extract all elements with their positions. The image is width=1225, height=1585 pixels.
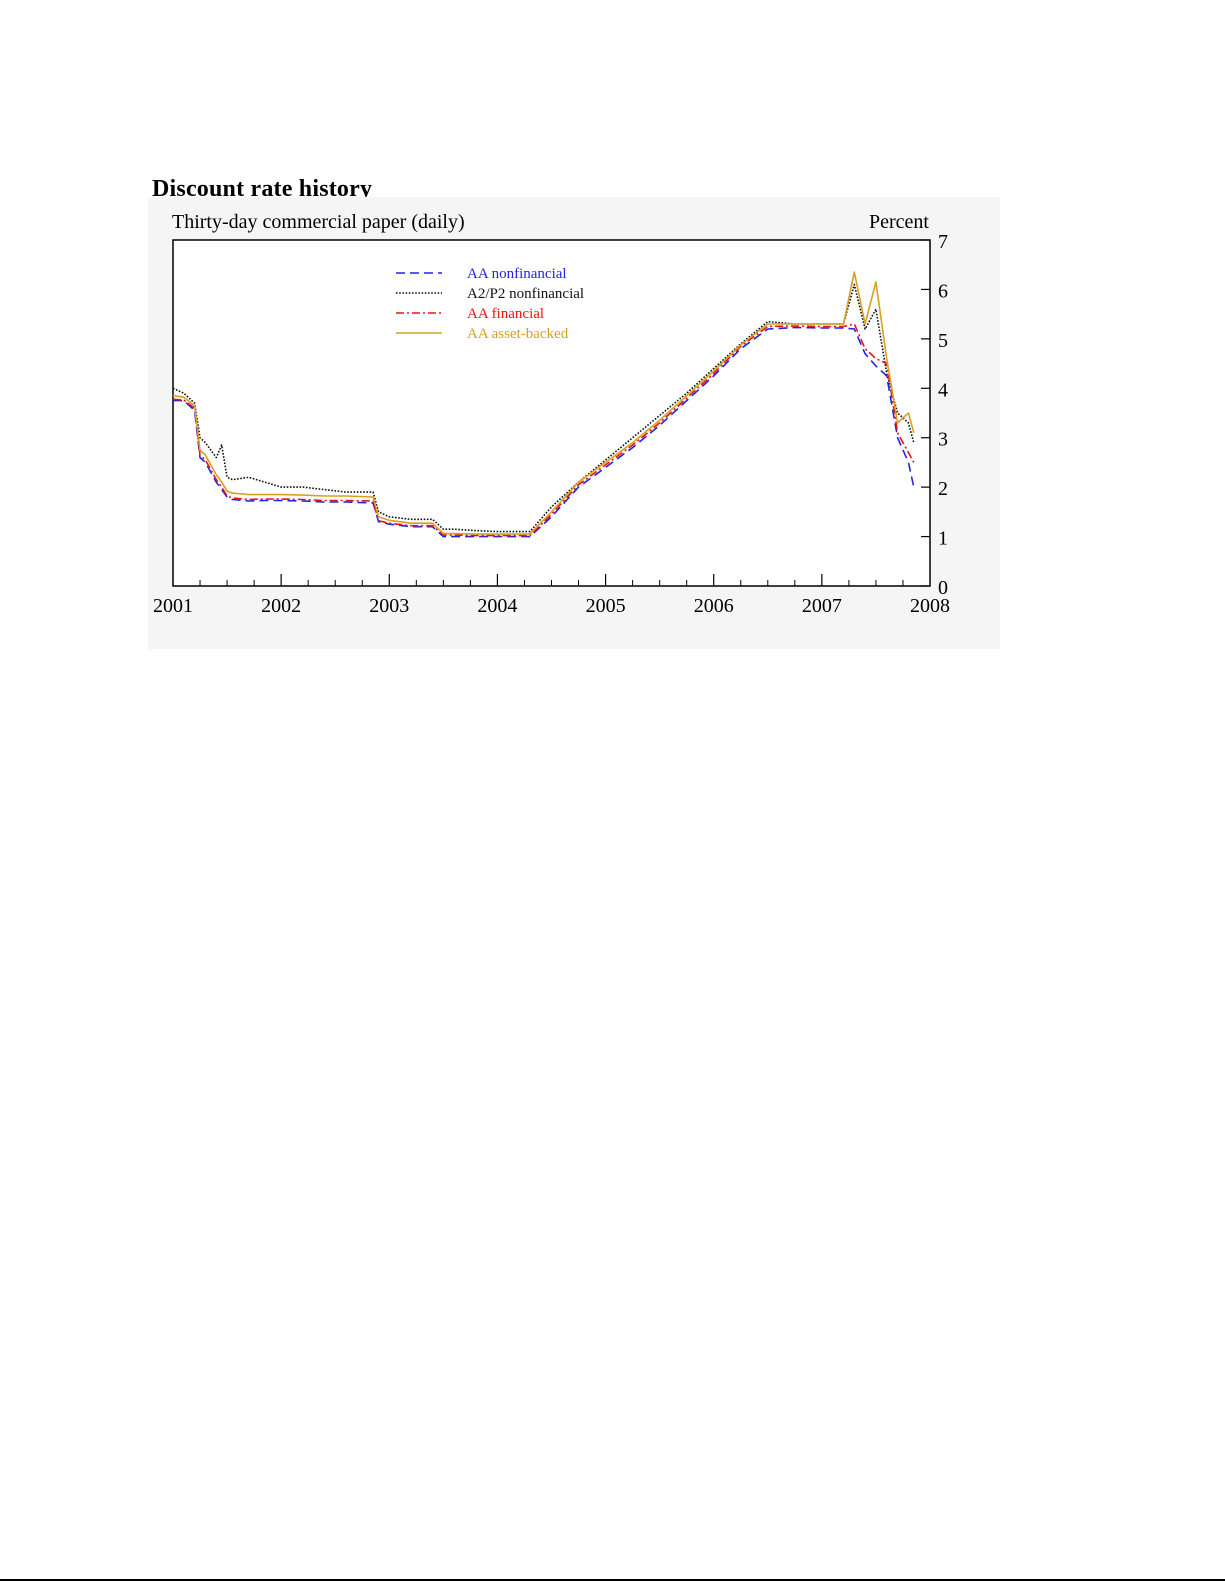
legend-label: AA asset-backed: [467, 326, 569, 342]
axis-ticks: 0 1 2 3 4 5 6 7 2001 2002 2003 2004 2005 2006 2007 2008: [153, 231, 950, 617]
x-tick-label: 2004: [477, 595, 517, 617]
x-tick-label: 2001: [153, 595, 193, 617]
chart-subtitle: Thirty-day commercial paper (daily): [172, 211, 465, 233]
series-line-2: [172, 323, 915, 537]
x-tick-label: 2003: [369, 595, 409, 617]
series-lines: [172, 271, 915, 538]
y-tick-label: 3: [938, 429, 948, 451]
legend: AA nonfinancial A2/P2 nonfinancial AA fina…: [396, 266, 584, 342]
x-tick-label: 2005: [586, 595, 626, 617]
y-tick-label: 6: [938, 280, 948, 302]
series-line-3: [172, 271, 915, 535]
series-line-0: [173, 326, 915, 538]
y-tick-label: 2: [938, 478, 948, 500]
page-bottom-rule: [0, 1579, 1225, 1581]
legend-label: A2/P2 nonfinancial: [467, 286, 584, 302]
legend-label: AA nonfinancial: [467, 266, 567, 282]
y-tick-label: 7: [938, 231, 948, 253]
y-tick-label: 0: [938, 577, 948, 599]
x-tick-label: 2007: [802, 595, 842, 617]
y-tick-label: 1: [938, 528, 948, 550]
x-tick-label: 2002: [261, 595, 301, 617]
x-tick-label: 2006: [694, 595, 734, 617]
legend-label: AA financial: [467, 306, 544, 322]
y-tick-label: 4: [938, 379, 948, 401]
line-chart: Thirty-day commercial paper (daily) Perc…: [148, 197, 1000, 649]
y-tick-label: 5: [938, 330, 948, 352]
y-axis-label: Percent: [869, 211, 929, 233]
x-tick-label: 2008: [910, 595, 950, 617]
plot-area: [172, 239, 931, 587]
